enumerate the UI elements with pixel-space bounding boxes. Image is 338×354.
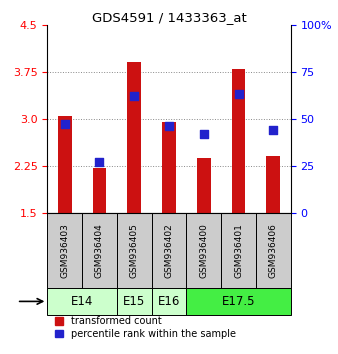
Bar [152, 213, 186, 288]
Point [62, 121, 67, 127]
Bar [93, 167, 106, 213]
Bar [186, 213, 221, 288]
Bar [232, 69, 245, 213]
Title: GDS4591 / 1433363_at: GDS4591 / 1433363_at [92, 11, 246, 24]
Bar [221, 213, 256, 288]
Bar [162, 122, 176, 213]
Text: GSM936405: GSM936405 [130, 223, 139, 278]
Point [236, 91, 241, 97]
Bar [197, 158, 211, 213]
Text: E15: E15 [123, 295, 145, 308]
Bar [82, 213, 117, 288]
Bar [152, 288, 186, 315]
Text: GSM936404: GSM936404 [95, 223, 104, 278]
Bar [127, 62, 141, 213]
Text: GSM936403: GSM936403 [60, 223, 69, 278]
Point [166, 124, 172, 129]
Point [97, 159, 102, 165]
Text: E14: E14 [71, 295, 93, 308]
Text: E16: E16 [158, 295, 180, 308]
Bar [256, 213, 291, 288]
Text: GSM936402: GSM936402 [165, 223, 173, 278]
Point [201, 131, 207, 137]
Bar [47, 288, 117, 315]
Text: GSM936400: GSM936400 [199, 223, 208, 278]
Bar [266, 156, 280, 213]
Point [131, 93, 137, 99]
Bar [117, 213, 152, 288]
Legend: transformed count, percentile rank within the sample: transformed count, percentile rank withi… [55, 316, 236, 339]
Text: GSM936406: GSM936406 [269, 223, 278, 278]
Point [271, 127, 276, 133]
Text: E17.5: E17.5 [222, 295, 255, 308]
Bar [47, 213, 82, 288]
Bar [117, 288, 152, 315]
Text: GSM936401: GSM936401 [234, 223, 243, 278]
Bar [186, 288, 291, 315]
Bar [58, 116, 72, 213]
